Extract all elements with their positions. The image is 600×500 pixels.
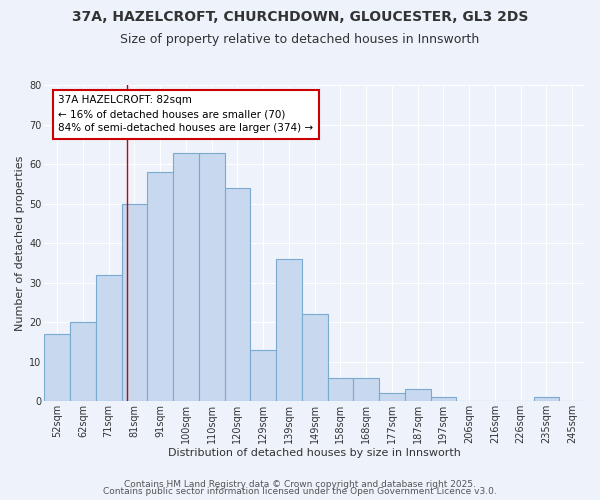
Bar [431, 397, 456, 401]
Text: Contains public sector information licensed under the Open Government Licence v3: Contains public sector information licen… [103, 487, 497, 496]
Bar [328, 378, 353, 401]
Text: Size of property relative to detached houses in Innsworth: Size of property relative to detached ho… [121, 32, 479, 46]
Bar [44, 334, 70, 401]
Bar [148, 172, 173, 401]
Bar [96, 275, 122, 401]
Text: Contains HM Land Registry data © Crown copyright and database right 2025.: Contains HM Land Registry data © Crown c… [124, 480, 476, 489]
Bar [70, 322, 96, 401]
Bar [276, 259, 302, 401]
Bar [302, 314, 328, 401]
Text: 37A, HAZELCROFT, CHURCHDOWN, GLOUCESTER, GL3 2DS: 37A, HAZELCROFT, CHURCHDOWN, GLOUCESTER,… [72, 10, 528, 24]
Bar [353, 378, 379, 401]
Bar [224, 188, 250, 401]
Bar [199, 152, 224, 401]
Y-axis label: Number of detached properties: Number of detached properties [15, 156, 25, 331]
Bar [379, 394, 405, 401]
Text: 37A HAZELCROFT: 82sqm
← 16% of detached houses are smaller (70)
84% of semi-deta: 37A HAZELCROFT: 82sqm ← 16% of detached … [58, 96, 314, 134]
Bar [250, 350, 276, 401]
X-axis label: Distribution of detached houses by size in Innsworth: Distribution of detached houses by size … [168, 448, 461, 458]
Bar [122, 204, 148, 401]
Bar [533, 397, 559, 401]
Bar [173, 152, 199, 401]
Bar [405, 390, 431, 401]
